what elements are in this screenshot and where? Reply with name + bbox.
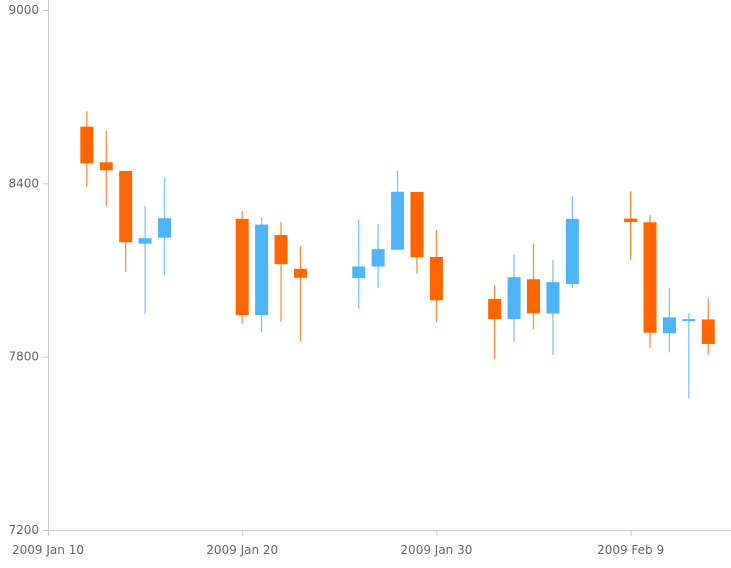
candle-body <box>701 319 715 344</box>
candle-body <box>624 218 638 223</box>
candle <box>643 215 657 348</box>
candle-body <box>488 298 502 320</box>
candle <box>410 192 424 274</box>
candle <box>507 254 521 343</box>
y-tick-label: 9000 <box>8 3 39 17</box>
candle-body <box>507 277 521 320</box>
candle <box>701 298 715 355</box>
candle <box>429 230 443 322</box>
candle-body <box>371 249 385 267</box>
candles <box>80 111 715 398</box>
candle <box>527 243 540 330</box>
x-tick-label: 2009 Jan 30 <box>400 543 472 557</box>
candle-body <box>352 266 366 279</box>
x-tick-label: 2009 Jan 10 <box>12 543 84 557</box>
candle <box>255 217 269 332</box>
y-tick-label: 7800 <box>8 350 39 364</box>
candle-body <box>565 218 579 285</box>
candle <box>546 259 560 355</box>
candle <box>138 205 152 315</box>
x-tick-label: 2009 Jan 20 <box>206 543 278 557</box>
candle-body <box>682 319 696 322</box>
candle-body <box>235 218 249 316</box>
candle-body <box>546 282 560 314</box>
candle-body <box>527 279 540 314</box>
candle <box>565 196 579 288</box>
x-tick-label: 2009 Feb 9 <box>597 543 664 557</box>
candle-body <box>119 170 133 243</box>
axes: 7200 7800 8400 9000 2009 Jan 10 2009 Jan 20 20… <box>8 0 731 557</box>
candle <box>371 224 385 288</box>
candle <box>235 211 249 324</box>
candle <box>119 170 133 272</box>
candle <box>274 221 288 322</box>
candle-body <box>255 224 269 316</box>
candle-body <box>274 235 288 265</box>
candle-body <box>80 126 94 164</box>
candle <box>662 287 676 353</box>
candle <box>99 131 113 206</box>
y-tick-label: 8400 <box>8 176 39 190</box>
candle-body <box>158 218 172 238</box>
candle <box>158 177 172 275</box>
candle <box>624 191 638 261</box>
candle <box>682 313 696 398</box>
candle-body <box>429 257 443 301</box>
candle-body <box>662 317 676 334</box>
y-tick-label: 7200 <box>8 523 39 537</box>
candle <box>293 246 307 342</box>
candle-body <box>643 222 657 333</box>
candle <box>391 170 405 250</box>
candle <box>352 220 366 309</box>
candle-body <box>99 162 113 171</box>
candle-body <box>391 191 405 250</box>
candle <box>488 285 502 360</box>
candle-body <box>293 268 307 278</box>
candle-body <box>410 192 424 258</box>
candle-body <box>138 238 152 244</box>
candle <box>80 111 94 187</box>
